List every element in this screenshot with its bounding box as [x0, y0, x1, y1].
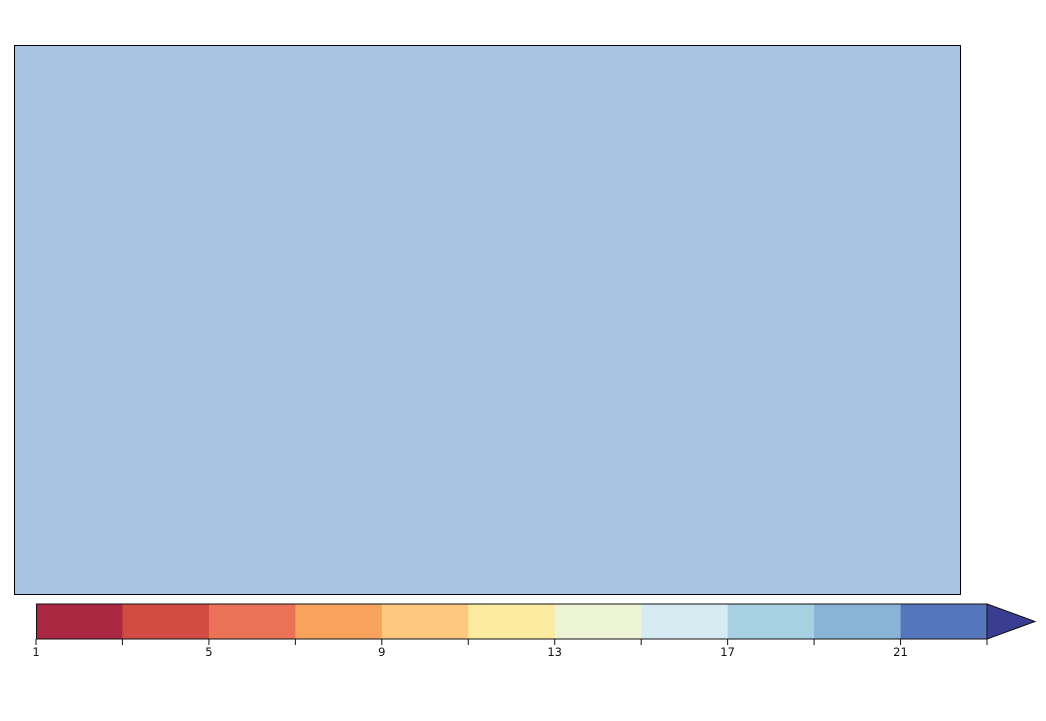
colorbar-tick-9: 9: [378, 645, 386, 659]
colorbar: [35, 603, 1037, 645]
colorbar-tick-21: 21: [893, 645, 908, 659]
ocean: [15, 46, 960, 594]
map-canvas[interactable]: [14, 45, 961, 595]
colorbar-tick-13: 13: [547, 645, 563, 659]
colorbar-tick-17: 17: [720, 645, 735, 659]
colorbar-tick-5: 5: [205, 645, 213, 659]
map-graphic: [15, 46, 960, 594]
colorbar-tick-labels: 1 5 9 13 17 21: [32, 645, 987, 661]
colorbar-tick-1: 1: [32, 645, 40, 659]
